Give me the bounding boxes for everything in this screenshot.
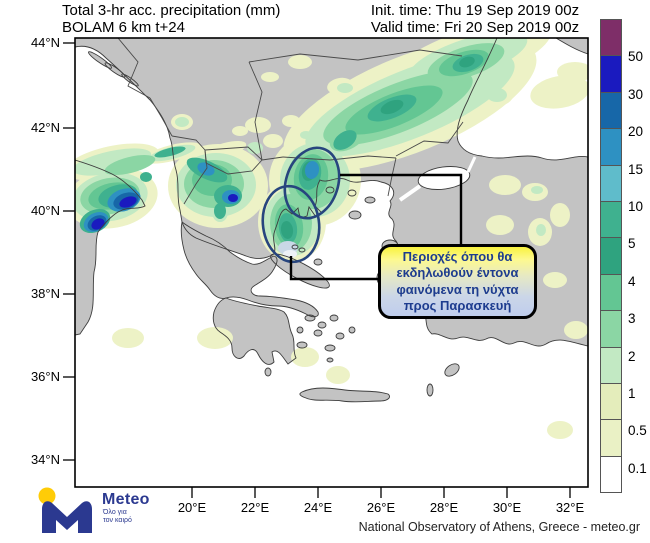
model-label: BOLAM 6 km t+24 (62, 19, 185, 36)
colorbar-cell (600, 382, 622, 421)
colorbar-label: 4 (628, 273, 636, 289)
colorbar-cell (600, 346, 622, 384)
meteo-logo: Meteo Όλο για τον καιρό (28, 484, 188, 540)
colorbar-cell (600, 237, 622, 275)
colorbar-cell (600, 310, 622, 348)
lat-label: 40°N (30, 203, 60, 218)
annotation-line: προς Παρασκευή (403, 298, 512, 313)
annotation-line: Περιοχές όπου θα (402, 248, 513, 264)
country-borders (117, 38, 464, 205)
colorbar-cell (600, 91, 622, 130)
init-time: Init. time: Thu 19 Sep 2019 00z (370, 2, 580, 19)
yellow-sun-dot-icon (38, 487, 56, 505)
colorbar-label: 0.1 (628, 460, 647, 476)
lat-label: 36°N (30, 369, 60, 384)
colorbar-label: 15 (628, 161, 644, 177)
colorbar-cell (600, 55, 622, 93)
colorbar-label: 30 (628, 86, 644, 102)
lon-label: 32°E (555, 500, 585, 515)
lat-label: 38°N (30, 286, 60, 301)
annotation-line: φαινόμενα τη νύχτα (396, 281, 519, 297)
colorbar-label: 1 (628, 386, 636, 401)
map-frame (74, 37, 589, 488)
colorbar: 50 30 20 15 10 5 4 3 2 1 0.5 0.1 (600, 19, 650, 506)
colorbar-cell (600, 273, 622, 312)
colorbar-cell (600, 128, 622, 166)
colorbar-cell (600, 419, 622, 457)
lon-label: 20°E (177, 500, 207, 515)
highlight-ellipse-thrace (283, 146, 341, 220)
run-time-block: Init. time: Thu 19 Sep 2019 00z Valid ti… (358, 2, 592, 36)
lat-label: 44°N (30, 35, 60, 50)
colorbar-cell (600, 455, 622, 494)
lon-label: 28°E (429, 500, 459, 515)
lon-label: 22°E (240, 500, 270, 515)
logo-m-glyph (42, 501, 92, 533)
annotation-line: εκδηλωθούν έντονα (396, 265, 519, 280)
callout-leader-top (340, 173, 463, 244)
lon-label: 30°E (492, 500, 522, 515)
colorbar-label: 0.5 (628, 423, 647, 439)
attribution-text: National Observatory of Athens, Greece -… (358, 520, 640, 534)
logo-name: Meteo (102, 491, 150, 508)
map-title: Total 3-hr acc. precipitation (mm) (62, 2, 281, 19)
highlight-ellipse-chalkidiki (261, 184, 321, 264)
map-layers (75, 38, 588, 439)
colorbar-cell (600, 164, 622, 202)
colorbar-label: 10 (628, 199, 644, 214)
colorbar-cell (600, 19, 622, 57)
colorbar-label: 2 (628, 348, 636, 364)
meteo-m-logo-icon (38, 487, 92, 533)
lat-label: 42°N (30, 120, 60, 135)
colorbar-label: 50 (628, 49, 644, 65)
valid-time: Valid time: Fri 20 Sep 2019 00z (370, 19, 580, 36)
logo-tagline: Όλο για τον καιρό (103, 509, 132, 524)
lon-label: 24°E (303, 500, 333, 515)
colorbar-label: 3 (628, 311, 636, 327)
annotation-callout: Περιοχές όπου θα εκδηλωθούν έντονα φαινό… (378, 244, 537, 319)
callout-leader-left (289, 256, 378, 281)
lon-label: 26°E (366, 500, 396, 515)
colorbar-label: 5 (628, 236, 636, 252)
precipitation-layer (75, 38, 588, 439)
axis-ticks (63, 42, 571, 498)
colorbar-label: 20 (628, 124, 644, 140)
marmara-sea (398, 156, 477, 202)
colorbar-cell (600, 200, 622, 239)
lat-label: 34°N (30, 452, 60, 467)
map-title-block: Total 3-hr acc. precipitation (mm) BOLAM… (62, 2, 280, 36)
